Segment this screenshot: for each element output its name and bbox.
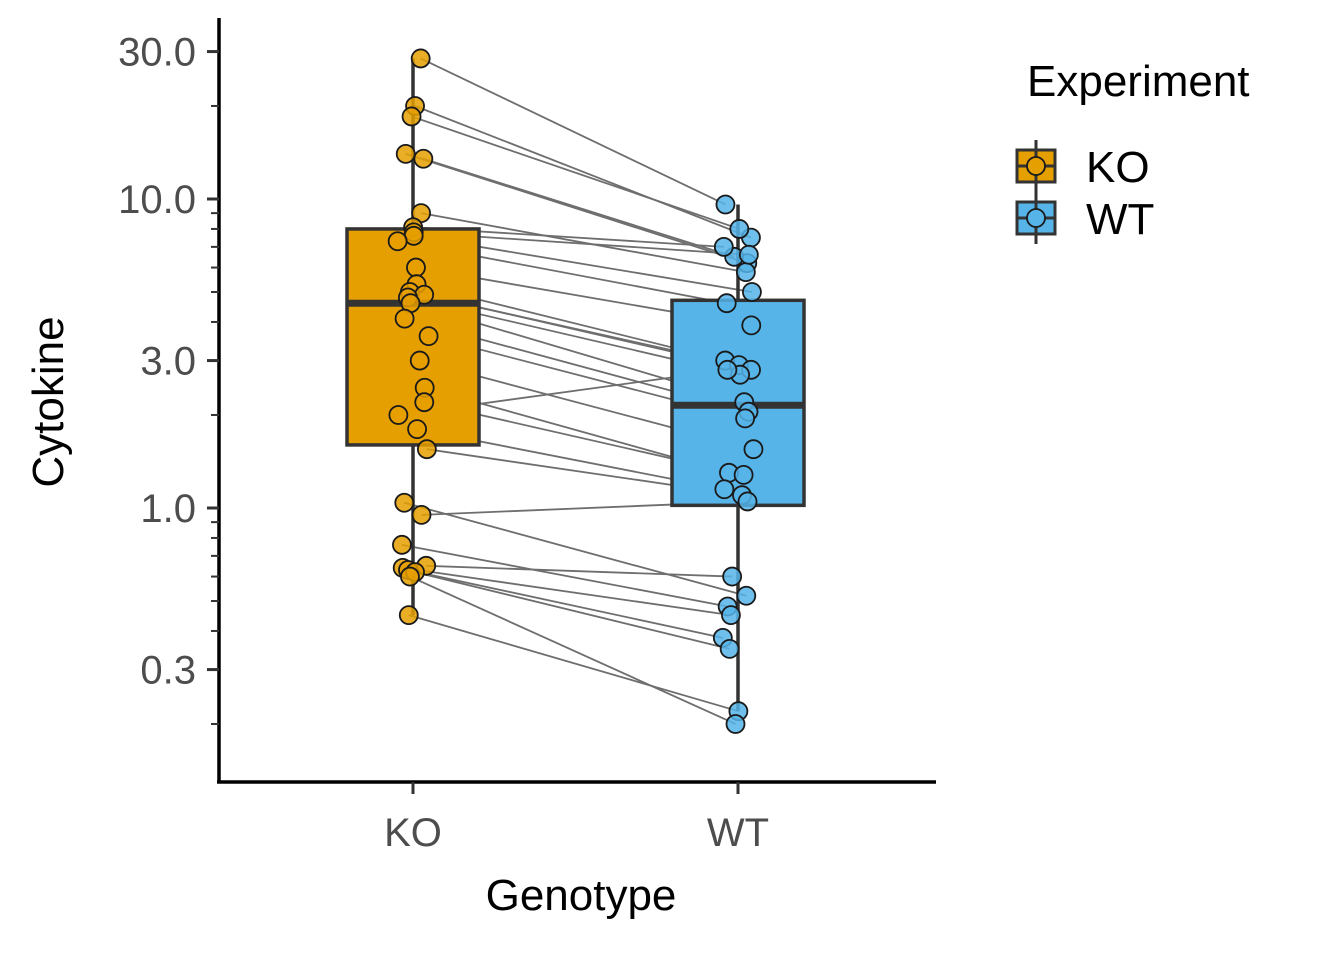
point-ko [394, 308, 415, 329]
legend-entry: WT [1015, 192, 1154, 244]
pair-line [409, 575, 736, 725]
point-ko [400, 566, 420, 587]
point-ko [413, 148, 434, 169]
pair-line [426, 564, 733, 578]
point-wt [725, 714, 746, 734]
point-wt [741, 315, 762, 336]
legend-key-point [1026, 208, 1046, 228]
legend-label: WT [1086, 195, 1154, 244]
point-wt [714, 479, 735, 500]
point-ko [407, 419, 427, 440]
legend-entry: KO [1015, 140, 1150, 192]
point-ko [387, 231, 408, 252]
pair-line [407, 569, 724, 639]
point-ko [401, 106, 422, 127]
point-wt [719, 638, 740, 659]
x-ticks: KO WT [384, 782, 769, 855]
pair-line [414, 571, 730, 650]
point-wt [737, 491, 758, 512]
point-wt [735, 408, 756, 429]
legend-title: Experiment [1027, 57, 1250, 106]
pair-line [404, 501, 747, 597]
point-ko [406, 257, 426, 278]
point-ko [414, 392, 435, 413]
pair-line [408, 614, 739, 713]
point-wt [721, 605, 741, 626]
point-wt [736, 585, 757, 606]
point-wt [729, 219, 750, 239]
y-ticks: 0.3 1.0 3.0 10.0 30.0 [118, 31, 219, 725]
point-ko [394, 492, 415, 513]
pair-line [423, 157, 735, 258]
axes [217, 18, 936, 784]
x-tick-label: KO [384, 811, 442, 855]
point-ko [388, 405, 409, 425]
pair-line [420, 57, 726, 206]
x-axis-title: Genotype [486, 871, 677, 920]
y-tick-label: 0.3 [140, 649, 196, 693]
point-wt [738, 244, 759, 265]
y-tick-label: 30.0 [118, 31, 196, 75]
point-wt [716, 293, 737, 314]
pair-line [414, 105, 752, 239]
point-wt [733, 464, 754, 485]
point-ko [416, 439, 437, 460]
box-wt [670, 204, 806, 712]
point-wt [717, 359, 738, 380]
point-ko [395, 143, 416, 164]
point-wt [735, 262, 756, 283]
point-wt [742, 282, 762, 302]
y-tick-label: 1.0 [140, 487, 196, 531]
box-ko [345, 58, 481, 616]
point-ko [398, 605, 419, 626]
legend-key-point [1026, 156, 1046, 176]
pair-line [402, 566, 732, 617]
pair-line [411, 115, 740, 230]
y-tick-label: 10.0 [118, 178, 196, 222]
point-wt [743, 439, 764, 460]
y-tick-label: 3.0 [140, 340, 196, 384]
point-ko [418, 326, 439, 347]
legend-label: KO [1086, 143, 1150, 192]
y-axis-title: Cytokine [24, 316, 73, 487]
points [387, 48, 764, 734]
point-wt [715, 194, 736, 215]
point-ko [411, 504, 432, 525]
point-wt [722, 566, 743, 587]
pair-line [420, 212, 747, 273]
point-ko [392, 534, 412, 555]
point-wt [713, 236, 734, 257]
point-ko [410, 48, 431, 69]
pair-line [401, 543, 728, 608]
x-tick-label: WT [707, 811, 769, 855]
point-ko [409, 350, 430, 371]
